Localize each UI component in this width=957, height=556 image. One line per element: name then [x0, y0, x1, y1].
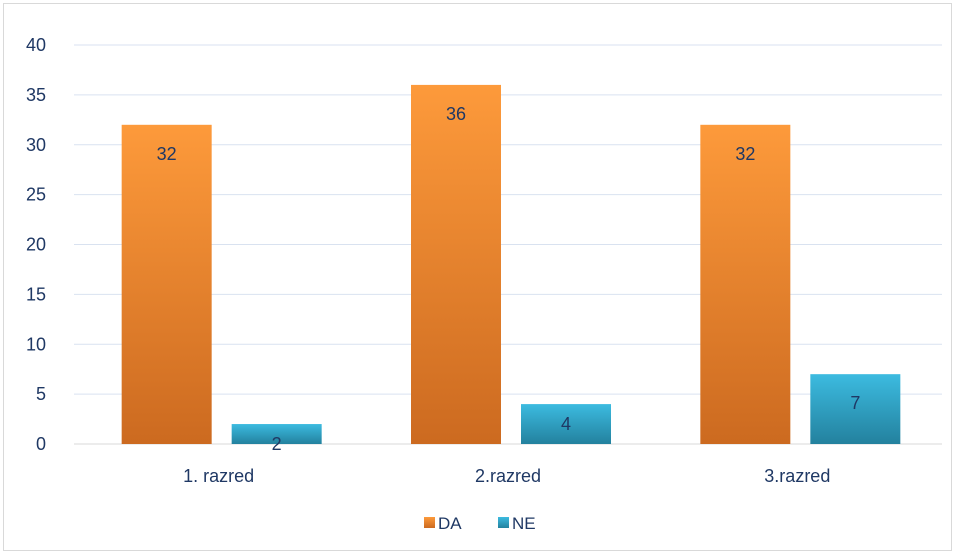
legend: DA NE	[424, 514, 536, 533]
y-axis-ticks: 0 5 10 15 20 25 30 35 40	[26, 35, 46, 454]
legend-label-da: DA	[438, 514, 462, 533]
bar-ne-3	[810, 374, 901, 444]
data-label-da-2: 36	[446, 104, 466, 124]
x-category-label: 3.razred	[764, 466, 830, 486]
data-label-ne-3: 7	[850, 393, 860, 413]
y-tick-label: 25	[26, 185, 46, 205]
y-tick-label: 30	[26, 135, 46, 155]
gridlines	[74, 44, 942, 445]
x-category-label: 2.razred	[475, 466, 541, 486]
y-tick-label: 20	[26, 235, 46, 255]
bar-ne-2	[521, 404, 611, 444]
data-label-da-1: 32	[157, 144, 177, 164]
bars	[121, 84, 901, 445]
y-tick-label: 35	[26, 85, 46, 105]
data-labels: 32 2 36 4 32 7	[157, 104, 861, 454]
bar-da-1	[121, 124, 212, 445]
x-category-label: 1. razred	[183, 466, 254, 486]
bar-da-2	[411, 84, 501, 445]
y-tick-label: 15	[26, 284, 46, 304]
bar-da-3	[700, 124, 791, 445]
bar-ne-1	[231, 424, 322, 444]
y-tick-label: 5	[36, 384, 46, 404]
legend-label-ne: NE	[512, 514, 536, 533]
x-axis-categories: 1. razred 2.razred 3.razred	[183, 466, 830, 486]
y-tick-label: 10	[26, 334, 46, 354]
y-tick-label: 0	[36, 434, 46, 454]
data-label-ne-2: 4	[561, 414, 571, 434]
data-label-da-3: 32	[735, 144, 755, 164]
legend-swatch-da	[424, 517, 435, 528]
legend-swatch-ne	[498, 517, 509, 528]
data-label-ne-1: 2	[272, 434, 282, 454]
y-tick-label: 40	[26, 35, 46, 55]
